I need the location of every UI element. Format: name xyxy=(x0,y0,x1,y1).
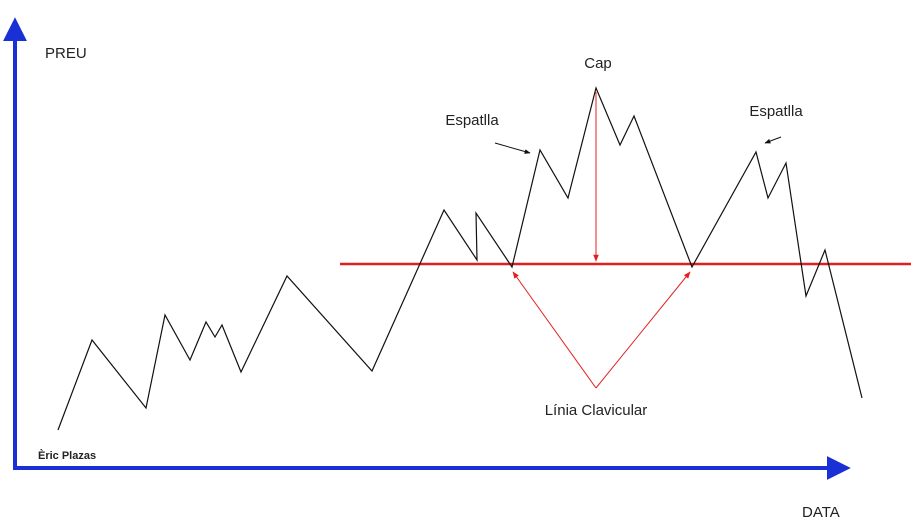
neckline-label: Línia Clavicular xyxy=(545,402,648,419)
price-line xyxy=(57,86,863,431)
head-label: Cap xyxy=(584,55,612,72)
author: Èric Plazas xyxy=(38,449,96,462)
x-axis-label: DATA xyxy=(802,504,840,521)
neckline-arrow xyxy=(512,271,597,389)
shoulder-pointer xyxy=(764,136,782,144)
shoulder-label: Espatlla xyxy=(749,103,803,120)
y-axis-label: PREU xyxy=(45,45,87,62)
shoulder-label: Espatlla xyxy=(445,112,499,129)
neckline-arrow xyxy=(595,271,691,389)
shoulder-pointer xyxy=(494,142,531,154)
